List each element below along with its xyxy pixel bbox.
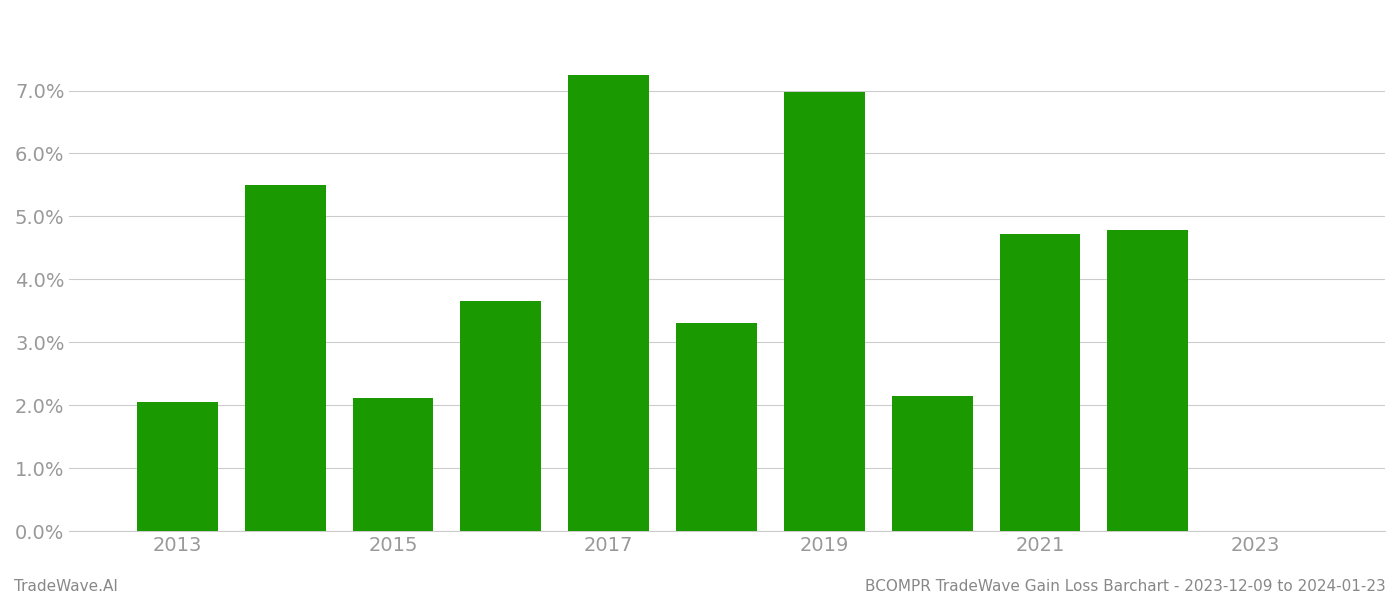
Bar	[892, 396, 973, 531]
Text: BCOMPR TradeWave Gain Loss Barchart - 2023-12-09 to 2024-01-23: BCOMPR TradeWave Gain Loss Barchart - 20…	[865, 579, 1386, 594]
Bar	[676, 323, 757, 531]
Bar	[137, 402, 218, 531]
Bar	[1107, 230, 1189, 531]
Bar	[353, 398, 434, 531]
Bar	[568, 75, 650, 531]
Bar	[461, 301, 542, 531]
Bar	[245, 185, 326, 531]
Bar	[1000, 234, 1081, 531]
Text: TradeWave.AI: TradeWave.AI	[14, 579, 118, 594]
Bar	[784, 92, 865, 531]
